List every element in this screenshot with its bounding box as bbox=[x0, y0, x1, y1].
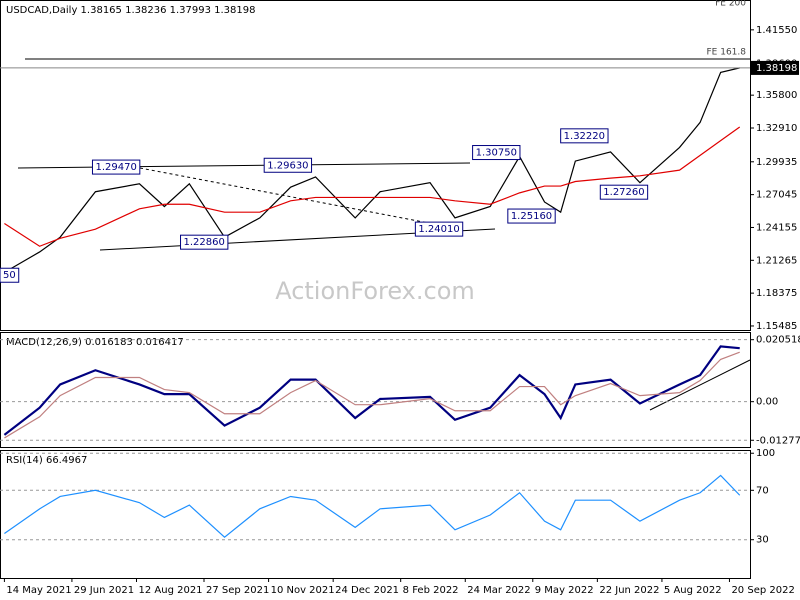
annotation-label: 1.25160 bbox=[511, 211, 552, 222]
y-tick-label: 1.41550 bbox=[756, 25, 797, 36]
series-line bbox=[4, 351, 740, 439]
annotation-label: 1.22860 bbox=[184, 237, 225, 248]
annotation-label: 1.32220 bbox=[564, 131, 605, 142]
y-tick-label: 1.24155 bbox=[756, 222, 797, 233]
x-tick-label: 20 Sep 2022 bbox=[731, 585, 794, 596]
y-tick-label: 1.32910 bbox=[756, 123, 797, 134]
y-tick-label: 1.35800 bbox=[756, 90, 797, 101]
x-tick-label: 29 Jun 2021 bbox=[74, 585, 134, 596]
watermark: ActionForex.com bbox=[275, 277, 475, 305]
y-tick-label: 100 bbox=[756, 448, 775, 459]
annotation-box bbox=[599, 184, 649, 200]
annotation-box bbox=[0, 267, 20, 283]
panel-title: RSI(14) 66.4967 bbox=[6, 455, 87, 466]
current-price-box bbox=[751, 60, 799, 75]
series-line bbox=[4, 126, 741, 247]
annotation-box bbox=[507, 208, 556, 224]
header: USDCAD,Daily 1.38165 1.38236 1.37993 1.3… bbox=[6, 5, 256, 16]
x-tick-label: 14 May 2021 bbox=[6, 585, 71, 596]
rsi-panel bbox=[0, 450, 751, 579]
y-tick-label: 70 bbox=[756, 485, 769, 496]
annotation-box bbox=[414, 221, 464, 237]
annotation-box bbox=[560, 128, 609, 144]
x-tick-label: 8 Feb 2022 bbox=[403, 585, 459, 596]
annotation-box bbox=[472, 145, 521, 161]
price-panel bbox=[0, 0, 751, 331]
annotation-box bbox=[91, 159, 141, 175]
series-line bbox=[4, 474, 741, 539]
fe-label: FE 200 bbox=[715, 0, 746, 8]
annotation-label: 1.29630 bbox=[267, 160, 308, 171]
annotation-box bbox=[263, 157, 313, 173]
panel-title: MACD(12,26,9) 0.016183 0.016417 bbox=[6, 337, 184, 348]
x-tick-label: 22 Jun 2022 bbox=[599, 585, 659, 596]
y-tick-label: 1.21265 bbox=[756, 255, 797, 266]
series-line bbox=[4, 67, 740, 273]
x-tick-label: 10 Nov 2021 bbox=[271, 585, 335, 596]
series-line bbox=[3, 345, 740, 436]
y-tick-label: 1.29935 bbox=[756, 157, 797, 168]
y-tick-label: -0.012771 bbox=[756, 435, 800, 446]
annotation-label: 1.30750 bbox=[476, 148, 517, 159]
y-tick-label: 30 bbox=[756, 535, 769, 546]
current-price-label: 1.38198 bbox=[756, 63, 797, 74]
annotation-label: 1.27260 bbox=[603, 187, 644, 198]
y-tick-label: 0.00 bbox=[756, 397, 778, 408]
x-tick-label: 24 Dec 2021 bbox=[335, 585, 399, 596]
annotation-label: 50 bbox=[3, 270, 16, 281]
annotation-box bbox=[180, 234, 229, 250]
annotation-label: 1.24010 bbox=[418, 224, 459, 235]
y-tick-label: 1.18375 bbox=[756, 288, 797, 299]
x-tick-label: 9 May 2022 bbox=[535, 585, 594, 596]
y-tick-label: 1.15485 bbox=[756, 321, 797, 332]
macd-panel bbox=[0, 332, 751, 448]
x-tick-label: 27 Sep 2021 bbox=[206, 585, 269, 596]
y-tick-label: 0.020518 bbox=[756, 335, 800, 346]
x-tick-label: 24 Mar 2022 bbox=[467, 585, 530, 596]
fe-label: FE 161.8 bbox=[707, 48, 747, 58]
x-tick-label: 12 Aug 2021 bbox=[138, 585, 202, 596]
x-tick-label: 5 Aug 2022 bbox=[664, 585, 722, 596]
annotation-label: 1.29470 bbox=[95, 162, 136, 173]
y-tick-label: 1.27045 bbox=[756, 190, 797, 201]
